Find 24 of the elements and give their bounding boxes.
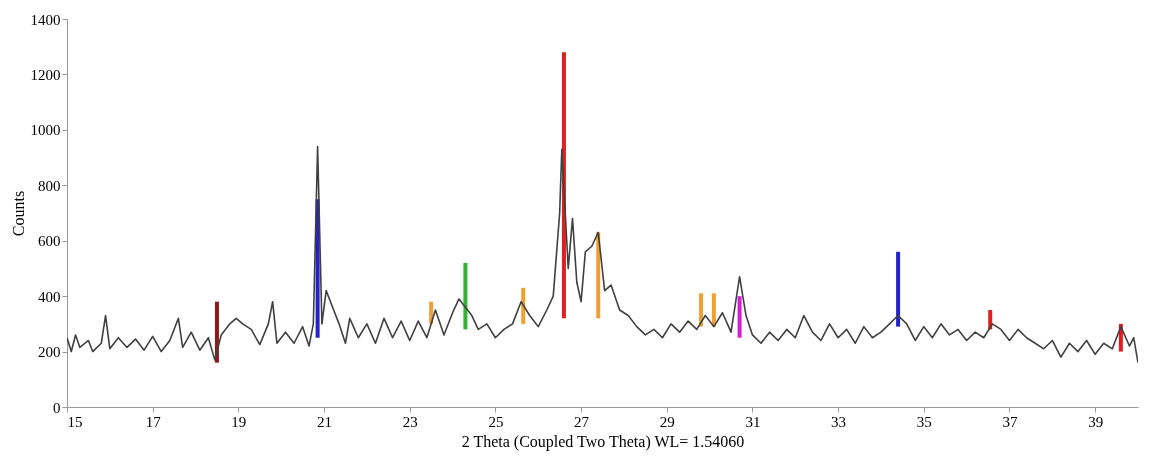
x-tick-label: 33 [831,413,847,430]
x-tick-label: 35 [916,413,932,430]
x-tick-label: 15 [67,413,83,430]
y-axis-title: Counts [9,190,27,237]
x-tick-label: 25 [488,413,504,430]
x-tick-label: 31 [745,413,761,430]
y-tick-label: 200 [38,344,61,361]
x-tick-label: 21 [317,413,333,430]
x-tick-label: 19 [231,413,247,430]
line-series [67,145,1138,364]
y-tick-label: 1200 [30,66,61,83]
x-tick-label: 17 [145,413,162,430]
y-tick-label: 400 [38,288,61,305]
y-tick-label: 1000 [30,122,61,139]
y-tick-label: 600 [38,233,61,250]
x-axis-title: 2 Theta (Coupled Two Theta) WL= 1.54060 [461,432,745,451]
x-tick-label: 29 [659,413,675,430]
y-tick-label: 800 [38,177,61,194]
x-tick-label: 27 [574,413,590,430]
y-tick-label: 0 [53,399,61,416]
y-tick-label: 1400 [30,11,61,28]
x-tick-label: 39 [1088,413,1104,430]
x-tick-label: 37 [1002,413,1018,430]
x-tick-label: 23 [402,413,418,430]
